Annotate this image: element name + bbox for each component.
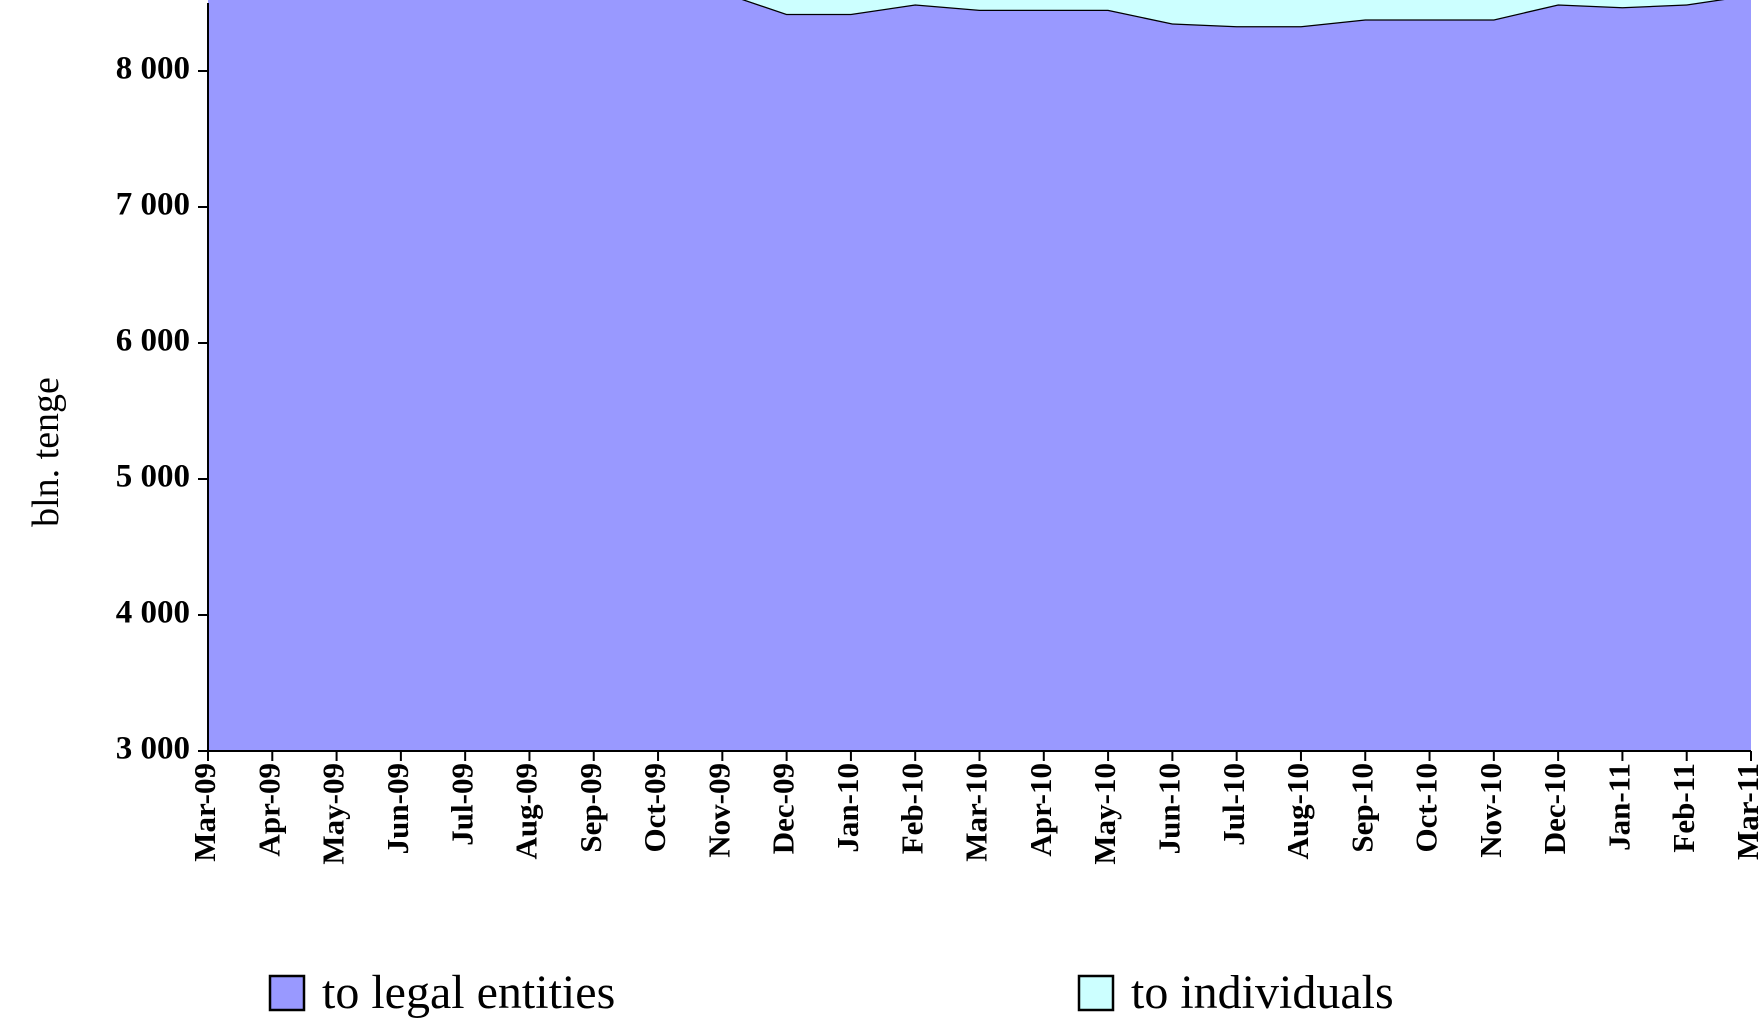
x-tick-label: Jun-09 [380, 763, 415, 854]
y-axis-label: bln. tenge [25, 377, 67, 527]
x-tick-label: Apr-09 [251, 763, 286, 857]
x-tick-label: Jun-10 [1151, 763, 1186, 854]
y-tick-label: 5 000 [116, 459, 190, 495]
x-tick-label: Sep-09 [573, 763, 608, 853]
x-tick-label: Aug-09 [509, 763, 544, 859]
x-tick-label: Mar-11 [1730, 763, 1763, 860]
x-tick-label: Mar-09 [187, 763, 222, 862]
x-tick-label: Mar-10 [959, 763, 994, 862]
x-tick-label: Apr-10 [1023, 763, 1058, 857]
y-tick-label: 6 000 [116, 323, 190, 359]
x-tick-label: Jul-10 [1216, 763, 1251, 846]
legend-swatch [268, 974, 306, 1012]
x-tick-label: Sep-10 [1344, 763, 1379, 853]
area [745, 0, 1717, 27]
x-tick-label: Nov-09 [701, 763, 736, 858]
x-tick-label: Feb-11 [1666, 763, 1701, 853]
x-tick-label: May-10 [1087, 763, 1122, 865]
y-tick-label: 7 000 [116, 187, 190, 223]
y-tick-label: 4 000 [116, 595, 190, 631]
legend-label: to legal entities [322, 966, 615, 1019]
x-tick-label: May-09 [316, 763, 351, 865]
y-tick-label: 8 000 [116, 51, 190, 87]
x-tick-label: Dec-10 [1537, 763, 1572, 854]
x-tick-label: Dec-09 [766, 763, 801, 854]
legend-label: to individuals [1131, 966, 1394, 1019]
x-tick-label: Feb-10 [894, 763, 929, 854]
legend-swatch [1077, 974, 1115, 1012]
x-tick-label: Jul-09 [444, 763, 479, 846]
x-tick-label: Aug-10 [1280, 763, 1315, 859]
x-tick-label: Oct-10 [1409, 763, 1444, 853]
x-tick-label: Jan-10 [830, 763, 865, 853]
x-tick-label: Oct-09 [637, 763, 672, 853]
area [208, 0, 1751, 751]
x-tick-label: Nov-10 [1473, 763, 1508, 858]
x-tick-label: Jan-11 [1602, 763, 1637, 851]
y-tick-label: 3 000 [116, 731, 190, 767]
